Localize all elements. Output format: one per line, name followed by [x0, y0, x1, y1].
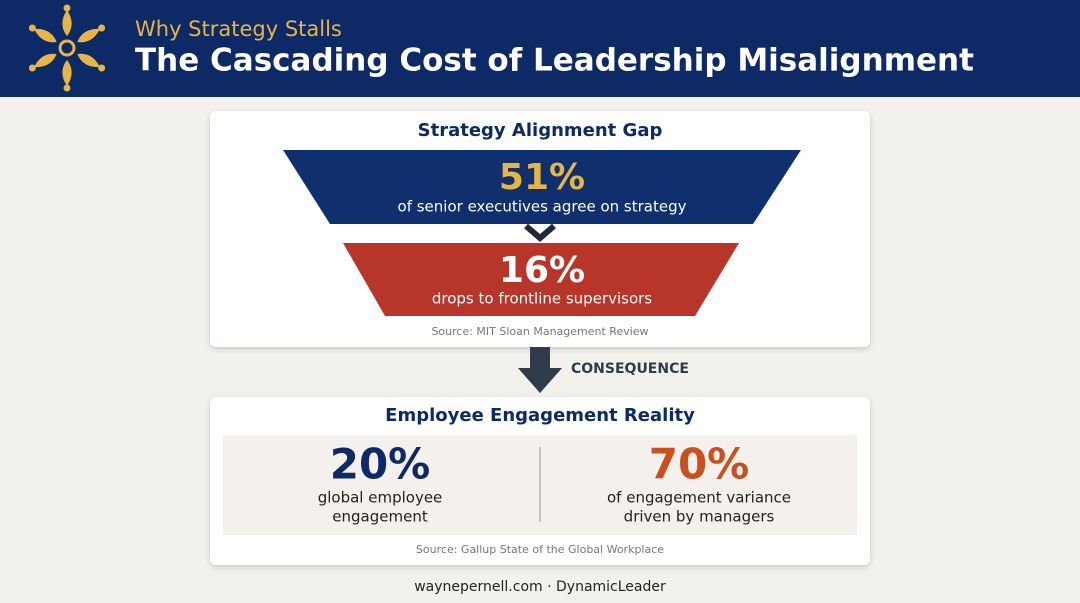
engagement-source: Source: Gallup State of the Global Workp…: [416, 543, 664, 556]
alignment-title: Strategy Alignment Gap: [418, 120, 663, 141]
alignment-source: Source: MIT Sloan Management Review: [431, 325, 648, 338]
header-title: The Cascading Cost of Leadership Misalig…: [135, 43, 974, 79]
funnel-top: [283, 150, 801, 224]
header-band: [0, 0, 1080, 97]
stat-line: driven by managers: [624, 508, 775, 526]
tier-label: drops to frontline supervisors: [432, 290, 652, 308]
tier-value: 51%: [499, 157, 585, 198]
tier-label: of senior executives agree on strategy: [398, 198, 687, 216]
tier-value: 16%: [499, 250, 585, 291]
stat-value: 20%: [330, 440, 431, 489]
consequence-label: CONSEQUENCE: [571, 361, 689, 377]
stat-line: of engagement variance: [607, 489, 791, 507]
logo: [27, 4, 107, 92]
consequence-arrow: [518, 347, 562, 393]
stat-line: global employee: [318, 489, 443, 507]
footer: waynepernell.com · DynamicLeader: [414, 579, 666, 595]
engagement-title: Employee Engagement Reality: [385, 405, 695, 426]
funnel-chevron: [524, 223, 556, 242]
stat-line: engagement: [332, 508, 428, 526]
funnel-bottom: [343, 243, 739, 316]
header-subtitle: Why Strategy Stalls: [135, 17, 342, 41]
stat-value: 70%: [649, 440, 750, 489]
